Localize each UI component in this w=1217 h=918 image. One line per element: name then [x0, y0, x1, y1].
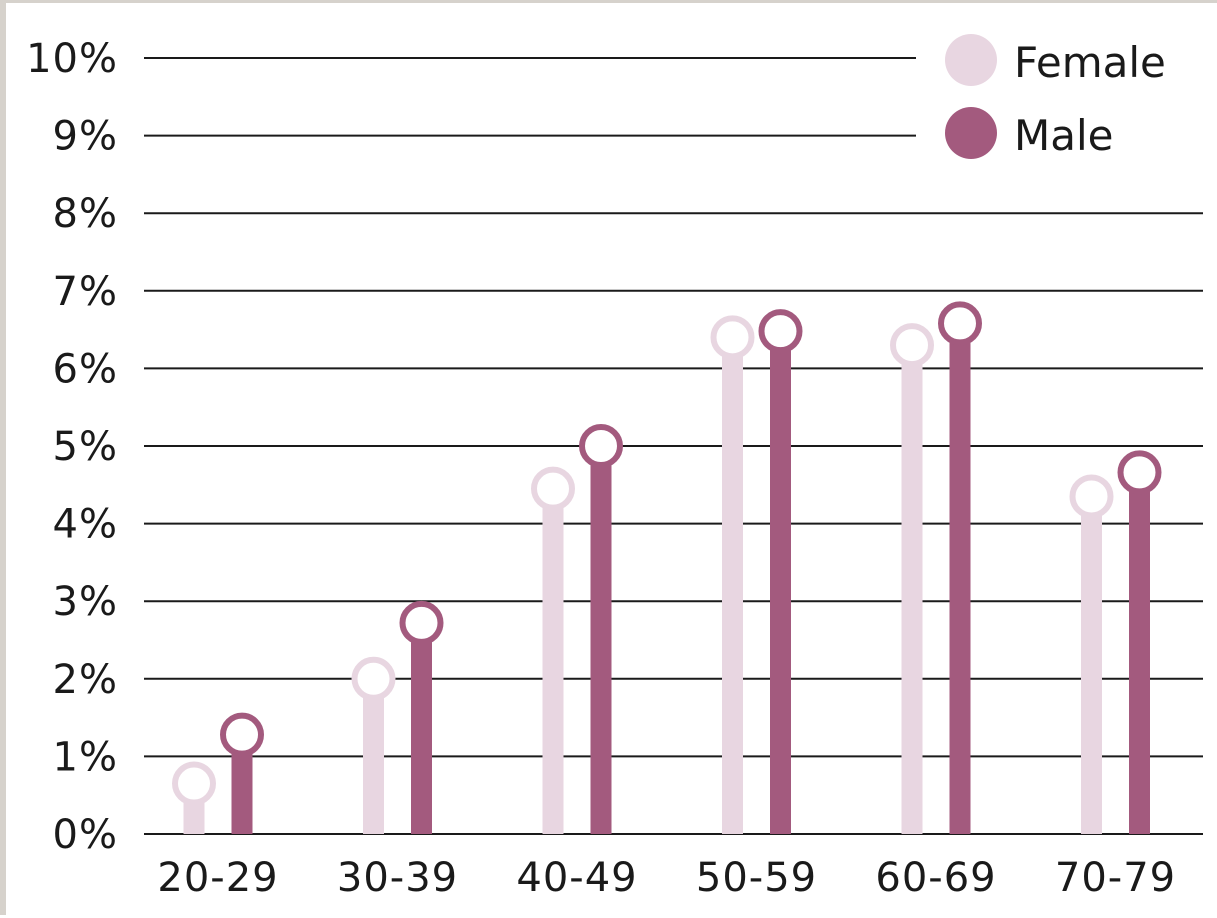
male-bar-30-39 [411, 622, 432, 834]
y-tick-label: 6% [53, 346, 118, 392]
x-tick-label: 30-39 [337, 855, 458, 901]
age-sex-lollipop-chart: 0% 1% 2% 3% 4% 5% 6% 7% 8% 9% 10% 20-29 30-39 40-49 5… [26, 25, 1216, 901]
legend-male-swatch [945, 107, 997, 159]
male-bar-50-59 [770, 331, 791, 834]
female-point-70-79 [1069, 474, 1114, 519]
female-bar-30-39 [363, 678, 384, 834]
male-point-70-79 [1117, 450, 1162, 495]
y-tick-label: 9% [53, 114, 118, 160]
legend: Female Male [916, 25, 1216, 175]
female-point-60-69 [890, 323, 934, 368]
x-tick-label: 40-49 [516, 855, 637, 901]
y-tick-label: 1% [53, 734, 118, 780]
y-tick-label: 2% [53, 657, 118, 703]
legend-female-swatch [945, 34, 997, 86]
male-bar-60-69 [949, 323, 971, 834]
female-point-30-39 [351, 656, 396, 701]
y-tick-label: 8% [53, 191, 118, 237]
x-tick-label: 60-69 [875, 855, 996, 901]
male-point-40-49 [579, 424, 623, 468]
y-tick-label: 0% [53, 812, 118, 858]
female-bar-70-79 [1081, 496, 1102, 834]
female-bar-60-69 [901, 345, 923, 834]
male-point-60-69 [938, 301, 982, 346]
y-tick-label: 7% [53, 269, 118, 315]
male-point-20-29 [220, 712, 264, 757]
x-axis-tick-labels: 20-29 30-39 40-49 50-59 60-69 70-79 [157, 855, 1176, 901]
x-tick-label: 20-29 [157, 855, 278, 901]
male-bar-70-79 [1129, 472, 1150, 834]
female-bar-40-49 [542, 488, 564, 834]
x-tick-label: 70-79 [1055, 855, 1176, 901]
x-tick-label: 50-59 [696, 855, 817, 901]
y-tick-label: 4% [53, 502, 118, 548]
male-point-50-59 [758, 309, 803, 354]
y-tick-label: 10% [26, 36, 118, 82]
female-point-20-29 [172, 761, 216, 806]
male-point-30-39 [399, 600, 444, 645]
female-bar-50-59 [722, 337, 743, 834]
legend-female-label: Female [1014, 38, 1166, 87]
data-marks [172, 301, 1162, 834]
y-tick-label: 3% [53, 579, 118, 625]
male-bar-40-49 [590, 446, 612, 834]
male-bar-20-29 [231, 734, 253, 834]
female-point-50-59 [710, 315, 755, 360]
grid-lines [144, 57, 1203, 835]
legend-male-label: Male [1014, 111, 1113, 160]
y-axis-tick-labels: 0% 1% 2% 3% 4% 5% 6% 7% 8% 9% 10% [26, 36, 118, 858]
female-point-40-49 [531, 466, 575, 511]
y-tick-label: 5% [53, 424, 118, 470]
